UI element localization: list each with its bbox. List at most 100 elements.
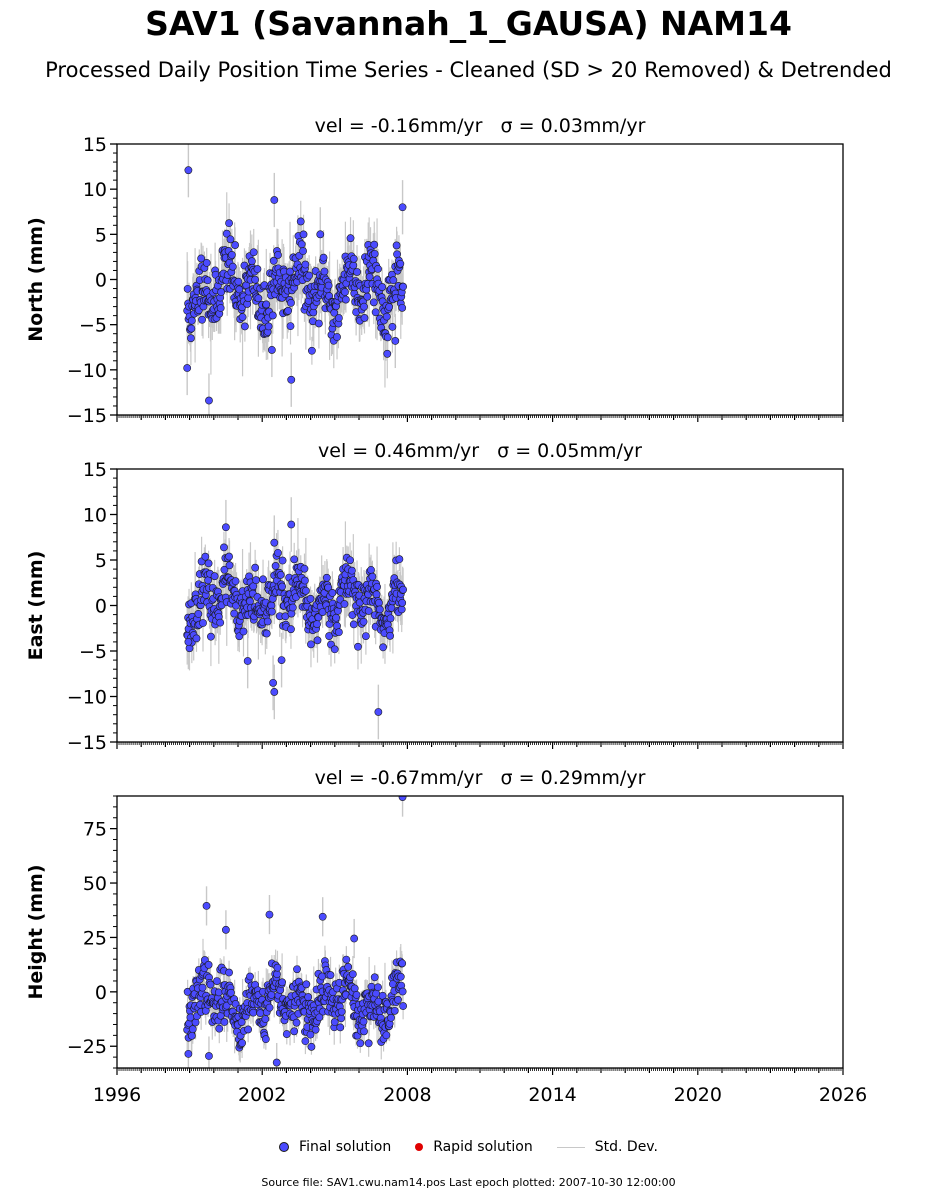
data-point [374,983,382,992]
data-point [269,256,278,265]
data-point [382,1031,391,1040]
data-point [203,276,212,285]
data-point [201,552,210,561]
data-point [271,562,280,570]
data-point [301,260,310,269]
data-point [216,304,225,312]
y-tick-label: −5 [79,315,107,337]
y-tick-label: 25 [83,927,107,949]
data-point [244,294,253,302]
data-point [346,556,354,565]
data-point [334,628,343,637]
data-point [274,548,282,557]
data-point [385,303,394,311]
y-tick-label: 10 [83,505,107,527]
data-point [187,324,196,333]
data-point [361,632,370,641]
data-point [308,346,316,355]
data-point-outlier [316,230,325,239]
series-final-solution [183,497,408,740]
data-point [238,1039,246,1047]
data-point [278,978,287,987]
data-point [246,597,254,606]
data-point [198,315,206,324]
data-point [247,257,256,266]
legend-label-final: Final solution [299,1139,392,1155]
y-tick-label: 10 [83,179,107,201]
data-point [353,268,361,276]
data-point [392,241,401,250]
data-point [386,631,394,640]
data-point [359,617,368,626]
data-point [332,613,341,622]
data-point [344,963,353,971]
data-point [397,605,406,614]
data-point [340,600,349,608]
legend-item-stddev: Std. Dev. [556,1139,658,1155]
data-point [305,271,314,280]
data-point [341,295,350,304]
data-point [314,613,323,622]
panel-title: vel = 0.46mm/yr σ = 0.05mm/yr [318,440,642,462]
data-point [244,1025,253,1034]
data-point [194,609,203,618]
data-point [198,983,207,992]
panel-1: −15 −10 −5 0 5 10 15 vel = -0.16mm/yr σ = 0.03m… [25,115,844,427]
data-point [398,598,407,607]
data-point [395,555,404,564]
data-point [399,585,408,594]
data-point [398,303,407,312]
y-tick-label: 15 [83,459,107,481]
data-point [259,575,267,584]
data-point [210,572,219,581]
data-point [364,607,373,615]
data-point [374,264,382,273]
data-point-outlier [350,934,359,943]
data-point [359,1017,368,1026]
data-point [302,980,311,989]
data-point [267,607,276,616]
data-point [220,1018,229,1026]
data-point [199,619,207,627]
data-point [390,1006,399,1015]
data-point [228,262,237,271]
y-tick-label: 15 [83,134,107,156]
y-axis-label: East (mm) [25,551,47,661]
data-point [373,582,381,591]
data-point [296,217,305,226]
data-point [360,302,368,311]
y-tick-label: −15 [67,732,107,754]
data-point [318,972,327,981]
data-point-outlier [272,1058,281,1067]
data-point [261,1035,270,1044]
data-point [306,1030,315,1039]
y-tick-label: 0 [95,982,107,1004]
legend-item-rapid: Rapid solution [415,1139,533,1155]
y-tick-label: 5 [95,224,107,246]
data-point [399,1002,408,1010]
data-point [225,552,233,561]
data-point [349,261,358,270]
y-tick-label: 75 [83,819,107,841]
data-point [372,590,381,599]
data-point [206,980,215,989]
data-point [399,282,408,291]
data-point [299,247,307,255]
data-point-outlier [202,901,211,910]
data-point [369,298,378,307]
data-point [330,645,339,654]
data-point [231,241,240,249]
data-point [307,640,315,649]
data-point [299,230,308,239]
final-solution-marker-icon [279,1142,290,1152]
data-point [311,1025,320,1034]
data-point [319,253,328,262]
data-point [225,219,233,228]
data-point [328,588,337,597]
data-point-outlier [267,346,276,354]
data-point [383,349,392,358]
data-point [227,250,236,259]
chart-subtitle: Processed Daily Position Time Series - C… [45,58,892,82]
data-point [337,1014,346,1023]
stddev-line-icon [556,1146,585,1148]
